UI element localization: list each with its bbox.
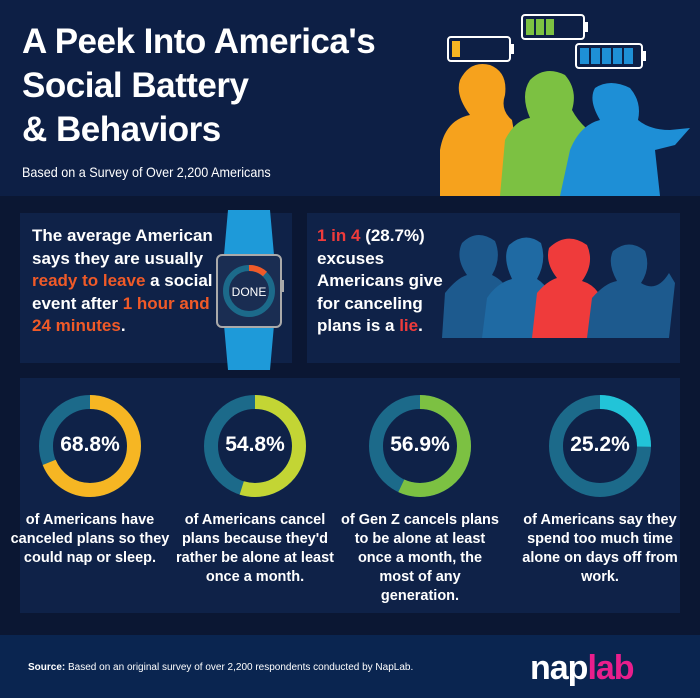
stat-value: 25.2% xyxy=(570,433,630,456)
donut-fill xyxy=(369,395,471,497)
donut-chart: 68.8% xyxy=(35,391,145,501)
donut-fill xyxy=(549,395,651,497)
battery-full-icon xyxy=(575,43,646,69)
page-title: A Peek Into America's Social Battery & B… xyxy=(22,20,376,152)
people-batteries-illustration xyxy=(440,14,690,196)
fact-text: The average American says they are usual… xyxy=(32,226,213,335)
stats-panel: 68.8% of Americans have canceled plans so… xyxy=(11,378,680,613)
smartwatch-icon: DONE xyxy=(216,210,284,370)
fact-text: 1 in 4 (28.7%) excuses Americans give fo… xyxy=(317,226,443,335)
donut-chart: 54.8% xyxy=(200,391,310,501)
source-note: Source: Based on an original survey of o… xyxy=(28,662,414,673)
stat-caption: of Americans say they spend too much tim… xyxy=(522,512,678,585)
naplab-logo: naplab xyxy=(530,649,635,687)
title-line: & Behaviors xyxy=(22,110,221,149)
crowd-illustration xyxy=(442,234,675,338)
title-line: A Peek Into America's xyxy=(22,22,376,61)
fact-panel-lie: 1 in 4 (28.7%) excuses Americans give fo… xyxy=(307,213,680,363)
footer: Source: Based on an original survey of o… xyxy=(0,635,700,698)
title-line: Social Battery xyxy=(22,66,249,105)
stat-value: 68.8% xyxy=(60,433,120,456)
watch-label: DONE xyxy=(232,285,267,299)
header: A Peek Into America's Social Battery & B… xyxy=(0,0,700,196)
stat-caption: of Gen Z cancels plans to be alone at le… xyxy=(341,512,499,604)
stat-value: 54.8% xyxy=(225,433,285,456)
battery-low-icon xyxy=(447,36,514,62)
stat-caption: of Americans cancel plans because they'd… xyxy=(176,512,334,585)
donut-chart: 25.2% xyxy=(545,391,655,501)
subtitle: Based on a Survey of Over 2,200 American… xyxy=(22,164,271,180)
person-silhouette xyxy=(560,83,690,196)
battery-mid-icon xyxy=(521,14,588,40)
stat-caption: of Americans have canceled plans so they… xyxy=(10,512,170,566)
stat-value: 56.9% xyxy=(390,433,450,456)
donut-chart: 56.9% xyxy=(365,391,475,501)
donut-fill xyxy=(39,395,141,497)
donut-fill xyxy=(204,395,306,497)
